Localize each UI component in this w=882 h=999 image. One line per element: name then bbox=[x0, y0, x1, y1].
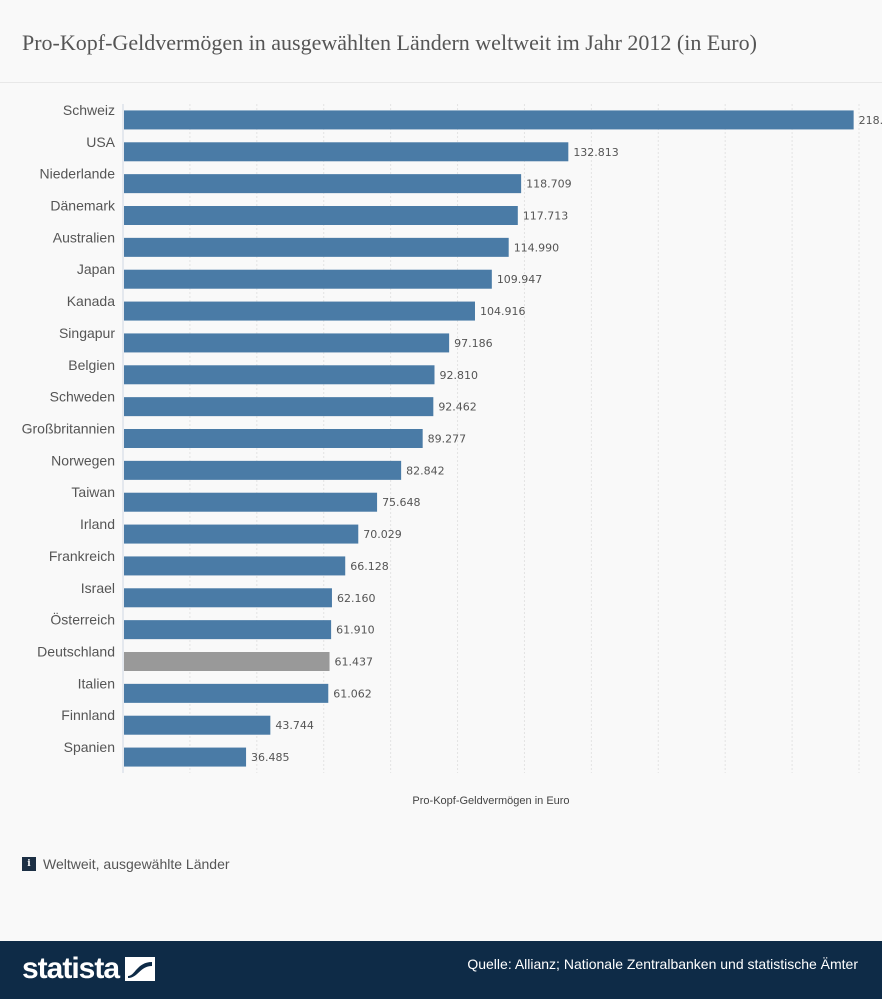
value-label: 89.277 bbox=[428, 433, 467, 446]
value-label: 218.098 bbox=[859, 114, 882, 127]
category-label: Schweden bbox=[50, 389, 115, 405]
bar[interactable] bbox=[124, 333, 450, 353]
bar[interactable] bbox=[124, 620, 332, 640]
category-label: Österreich bbox=[50, 611, 115, 628]
value-label: 92.810 bbox=[439, 369, 478, 382]
title-divider bbox=[0, 82, 882, 83]
category-label: Finnland bbox=[61, 707, 115, 723]
bar[interactable] bbox=[124, 652, 330, 671]
category-label: Irland bbox=[80, 516, 115, 532]
bar[interactable] bbox=[124, 174, 522, 194]
category-label: Niederlande bbox=[40, 166, 116, 182]
category-label: USA bbox=[86, 134, 115, 150]
value-label: 92.462 bbox=[438, 401, 477, 414]
statista-logo-icon bbox=[125, 957, 156, 981]
value-label: 75.648 bbox=[382, 496, 421, 509]
value-label: 70.029 bbox=[363, 528, 402, 541]
footer: statista Quelle: Allianz; Nationale Zent… bbox=[0, 941, 882, 999]
value-label: 117.713 bbox=[523, 210, 569, 223]
value-label: 109.947 bbox=[497, 273, 543, 286]
bar[interactable] bbox=[124, 588, 332, 608]
category-label: Belgien bbox=[68, 357, 115, 373]
value-label: 61.910 bbox=[336, 624, 375, 637]
source-text: Quelle: Allianz; Nationale Zentralbanken… bbox=[467, 956, 858, 972]
bar[interactable] bbox=[124, 715, 271, 735]
bar[interactable] bbox=[124, 301, 475, 321]
value-label: 43.744 bbox=[275, 719, 314, 732]
value-label: 132.813 bbox=[573, 146, 619, 159]
bar[interactable] bbox=[124, 397, 434, 417]
bar[interactable] bbox=[124, 460, 402, 480]
bar[interactable] bbox=[124, 747, 247, 767]
bar[interactable] bbox=[124, 492, 378, 512]
bar-chart: Schweiz 218.098 USA 132.813 Niederlande 118.7… bbox=[22, 102, 882, 807]
bar[interactable] bbox=[124, 269, 492, 289]
info-note[interactable]: i Weltweit, ausgewählte Länder bbox=[22, 856, 230, 872]
value-label: 82.842 bbox=[406, 464, 445, 477]
category-label: Israel bbox=[81, 580, 115, 596]
x-axis-title: Pro-Kopf-Geldvermögen in Euro bbox=[412, 795, 569, 807]
category-label: Frankreich bbox=[49, 548, 115, 564]
category-label: Deutschland bbox=[37, 644, 115, 660]
category-label: Singapur bbox=[59, 325, 115, 341]
category-label: Schweiz bbox=[63, 102, 115, 118]
value-label: 61.437 bbox=[335, 656, 374, 669]
value-label: 114.990 bbox=[514, 241, 560, 254]
info-icon: i bbox=[22, 857, 36, 871]
bar[interactable] bbox=[124, 524, 359, 544]
category-label: Kanada bbox=[67, 293, 115, 309]
logo-text: statista bbox=[22, 952, 120, 985]
value-label: 62.160 bbox=[337, 592, 376, 605]
statista-logo[interactable]: statista bbox=[22, 951, 156, 987]
category-label: Japan bbox=[77, 261, 115, 277]
bar[interactable] bbox=[124, 206, 518, 225]
bar[interactable] bbox=[124, 110, 854, 130]
value-label: 36.485 bbox=[251, 751, 289, 764]
bar[interactable] bbox=[124, 365, 435, 385]
category-label: Australien bbox=[53, 229, 115, 245]
bar[interactable] bbox=[124, 556, 346, 576]
info-text: Weltweit, ausgewählte Länder bbox=[43, 856, 230, 872]
bar[interactable] bbox=[124, 429, 423, 448]
value-label: 61.062 bbox=[333, 687, 372, 700]
category-label: Großbritannien bbox=[22, 421, 115, 437]
category-label: Taiwan bbox=[71, 484, 115, 500]
value-label: 97.186 bbox=[454, 337, 493, 350]
category-label: Norwegen bbox=[51, 452, 115, 468]
value-label: 66.128 bbox=[350, 560, 389, 573]
category-label: Italien bbox=[78, 675, 115, 691]
value-label: 118.709 bbox=[526, 178, 572, 191]
category-label: Spanien bbox=[64, 739, 115, 755]
bar[interactable] bbox=[124, 237, 509, 257]
category-label: Dänemark bbox=[50, 198, 116, 214]
chart-title: Pro-Kopf-Geldvermögen in ausgewählten Lä… bbox=[22, 30, 757, 55]
value-label: 104.916 bbox=[480, 305, 526, 318]
bar[interactable] bbox=[124, 683, 329, 703]
bar[interactable] bbox=[124, 142, 569, 162]
